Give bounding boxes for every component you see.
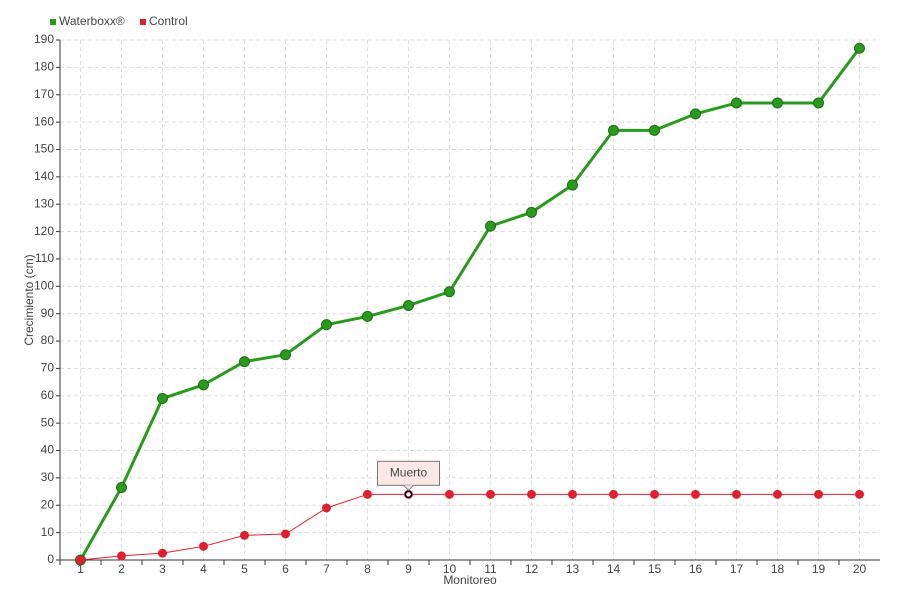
data-point: [363, 489, 372, 499]
data-point: [240, 530, 249, 540]
data-point: [444, 286, 455, 298]
y-tick-label: 170: [34, 87, 54, 101]
y-axis-label: Crecimiento (cm): [22, 254, 36, 345]
y-tick-label: 150: [34, 142, 54, 156]
x-tick-label: 11: [484, 562, 497, 576]
y-tick-label: 100: [34, 278, 54, 292]
data-point: [198, 379, 209, 391]
legend-swatch: [140, 19, 146, 25]
y-tick-label: 40: [41, 443, 55, 457]
x-tick-label: 18: [771, 562, 785, 576]
data-point: [690, 108, 701, 120]
y-tick-label: 190: [34, 32, 54, 46]
data-point: [731, 97, 742, 109]
y-tick-label: 130: [34, 196, 54, 210]
y-tick-label: 80: [41, 333, 55, 347]
x-tick-label: 8: [364, 562, 371, 576]
data-point: [732, 489, 741, 499]
data-point: [280, 349, 291, 361]
data-point: [403, 299, 414, 311]
y-tick-label: 60: [41, 388, 55, 402]
y-tick-label: 70: [41, 361, 55, 375]
y-tick-label: 50: [41, 415, 55, 429]
data-point: [199, 541, 208, 551]
x-tick-label: 16: [689, 562, 703, 576]
data-point: [609, 489, 618, 499]
legend-label: Control: [149, 14, 188, 28]
data-point: [321, 319, 332, 331]
data-point: [527, 489, 536, 499]
data-point: [650, 489, 659, 499]
data-point: [773, 489, 782, 499]
x-tick-label: 12: [525, 562, 539, 576]
data-point: [813, 97, 824, 109]
x-tick-label: 3: [159, 562, 166, 576]
data-point: [568, 489, 577, 499]
data-point: [281, 529, 290, 539]
y-tick-label: 110: [35, 251, 54, 265]
y-tick-label: 0: [47, 552, 54, 566]
data-point: [157, 393, 168, 405]
data-point: [76, 555, 85, 565]
x-tick-label: 7: [323, 562, 330, 576]
y-tick-label: 90: [41, 306, 55, 320]
x-tick-label: 2: [118, 562, 125, 576]
data-point: [772, 97, 783, 109]
data-point: [445, 489, 454, 499]
x-tick-label: 10: [443, 562, 457, 576]
y-tick-label: 30: [41, 470, 55, 484]
series-line: [80, 493, 860, 561]
data-point: [567, 179, 578, 191]
x-axis-label: Monitoreo: [443, 573, 497, 587]
annotation-point: [404, 490, 413, 499]
data-point: [691, 489, 700, 499]
data-point: [855, 489, 864, 499]
y-tick-label: 180: [34, 60, 54, 74]
x-tick-label: 14: [607, 562, 621, 576]
y-tick-label: 120: [34, 224, 54, 238]
data-point: [814, 489, 823, 499]
y-tick-label: 160: [34, 114, 54, 128]
x-tick-label: 15: [648, 562, 662, 576]
data-point: [117, 551, 126, 561]
x-tick-label: 19: [812, 562, 826, 576]
annotation-box: [377, 460, 440, 486]
data-point: [854, 42, 865, 54]
data-point: [649, 124, 660, 136]
legend-label: Waterboxx®: [59, 14, 125, 28]
x-tick-label: 5: [241, 562, 248, 576]
annotation-pointer: [403, 484, 414, 492]
y-tick-label: 20: [41, 497, 55, 511]
x-tick-label: 20: [853, 562, 867, 576]
x-tick-label: 13: [566, 562, 580, 576]
y-tick-label: 140: [34, 169, 54, 183]
x-tick-label: 1: [77, 562, 84, 576]
series-line: [79, 47, 861, 561]
x-tick-label: 9: [405, 562, 412, 576]
data-point: [526, 206, 537, 218]
data-point: [485, 220, 496, 232]
legend-swatch: [50, 19, 56, 25]
y-tick-label: 10: [41, 525, 55, 539]
x-tick-label: 6: [282, 562, 289, 576]
x-tick-label: 17: [730, 562, 744, 576]
data-point: [486, 489, 495, 499]
data-point: [362, 310, 373, 322]
data-point: [608, 124, 619, 136]
x-tick-label: 4: [200, 562, 207, 576]
data-point: [116, 481, 127, 493]
data-point: [239, 356, 250, 368]
annotation-text: Muerto: [390, 465, 428, 479]
data-point: [322, 503, 331, 513]
data-point: [158, 548, 167, 558]
